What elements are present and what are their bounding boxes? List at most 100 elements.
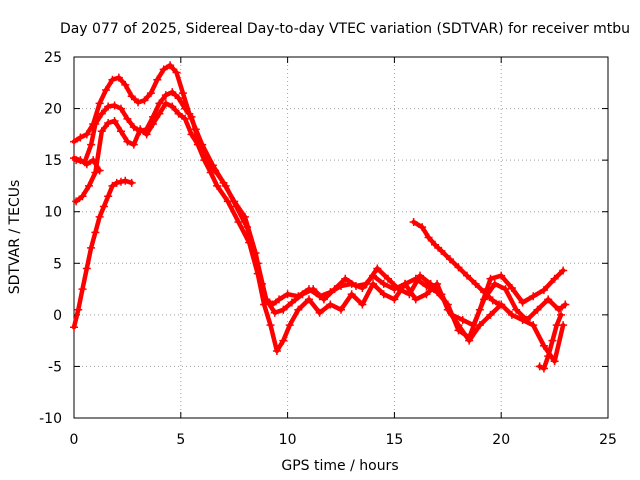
data-point-marker (480, 295, 489, 304)
data-point-marker (379, 279, 388, 288)
data-point-marker (200, 156, 209, 165)
data-point-marker (369, 279, 378, 288)
y-tick-label: 5 (53, 256, 62, 272)
data-point-marker (422, 290, 431, 299)
data-point-marker (463, 271, 472, 280)
data-point-marker (146, 89, 155, 98)
data-point-marker (465, 336, 474, 345)
data-point-marker (161, 91, 170, 100)
data-point-marker (454, 263, 463, 272)
data-point-marker (74, 305, 83, 314)
data-point-marker (243, 223, 252, 232)
y-tick-label: 20 (44, 102, 62, 118)
x-tick-label: 10 (279, 432, 297, 448)
data-point-marker (114, 73, 123, 82)
data-point-marker (142, 130, 151, 139)
data-point-marker (153, 75, 162, 84)
data-point-marker (155, 109, 164, 118)
data-point-marker (95, 166, 104, 175)
data-point-marker (518, 298, 527, 307)
data-point-marker (149, 120, 158, 129)
chart-title: Day 077 of 2025, Sidereal Day-to-day VTE… (60, 21, 630, 37)
data-point-marker (401, 279, 410, 288)
data-point-marker (70, 137, 78, 146)
data-point-marker (358, 300, 367, 309)
data-point-marker (529, 292, 538, 301)
data-point-marker (418, 223, 427, 232)
data-point-marker (390, 295, 399, 304)
data-point-marker (260, 300, 269, 309)
data-point-marker (507, 310, 516, 319)
series-track-4 (71, 178, 134, 330)
data-point-marker (330, 285, 339, 294)
data-point-marker (298, 290, 307, 299)
data-point-marker (97, 127, 106, 136)
series-track-6 (411, 219, 502, 307)
data-point-marker (351, 281, 360, 290)
data-point-marker (187, 130, 196, 139)
data-point-marker (490, 279, 499, 288)
data-point-marker (121, 80, 130, 89)
data-point-marker (272, 346, 281, 355)
data-point-marker (471, 279, 480, 288)
y-tick-label: -5 (48, 359, 62, 375)
data-point-marker (72, 197, 81, 206)
data-point-marker (159, 65, 168, 74)
data-point-marker (70, 154, 78, 163)
data-point-marker (234, 218, 243, 227)
data-point-marker (76, 156, 85, 165)
data-point-marker (78, 285, 87, 294)
data-point-marker (193, 140, 202, 149)
data-point-marker (445, 255, 454, 264)
data-point-marker (127, 92, 136, 101)
data-point-marker (287, 298, 296, 307)
y-tick-label: -10 (39, 411, 62, 427)
data-point-marker (127, 178, 136, 187)
data-point-marker (326, 300, 335, 309)
data-point-marker (168, 88, 177, 97)
data-point-marker (533, 305, 542, 314)
data-point-marker (76, 133, 85, 142)
data-point-marker (383, 274, 392, 283)
data-point-marker (373, 264, 382, 273)
data-point-marker (104, 119, 113, 128)
data-point-marker (206, 168, 215, 177)
data-point-marker (112, 178, 121, 187)
data-point-marker (501, 285, 510, 294)
data-series (70, 61, 570, 373)
data-point-marker (309, 285, 318, 294)
data-point-marker (116, 104, 125, 113)
data-point-marker (270, 308, 279, 317)
data-point-marker (181, 104, 190, 113)
y-tick-label: 25 (44, 50, 62, 66)
data-point-marker (319, 295, 328, 304)
data-point-marker (134, 98, 143, 107)
data-point-marker (84, 181, 93, 190)
data-point-marker (304, 295, 313, 304)
data-point-marker (518, 316, 527, 325)
data-point-marker (283, 290, 292, 299)
data-point-marker (97, 109, 106, 118)
data-point-marker (187, 112, 196, 121)
data-point-marker (266, 321, 275, 330)
data-point-marker (174, 94, 183, 103)
data-point-marker (544, 352, 553, 361)
y-tick-label: 0 (53, 308, 62, 324)
data-point-marker (497, 271, 506, 280)
data-point-marker (140, 96, 149, 105)
data-point-marker (539, 364, 548, 373)
data-point-marker (223, 197, 232, 206)
data-point-marker (110, 101, 119, 110)
data-point-marker (294, 305, 303, 314)
data-point-marker (95, 99, 104, 108)
x-tick-label: 15 (385, 432, 403, 448)
data-point-marker (95, 212, 104, 221)
data-point-marker (99, 202, 108, 211)
x-tick-label: 0 (70, 432, 79, 448)
data-point-marker (488, 296, 497, 305)
x-tick-label: 20 (492, 432, 510, 448)
data-point-marker (539, 286, 548, 295)
data-point-marker (91, 120, 100, 129)
data-point-marker (544, 295, 553, 304)
